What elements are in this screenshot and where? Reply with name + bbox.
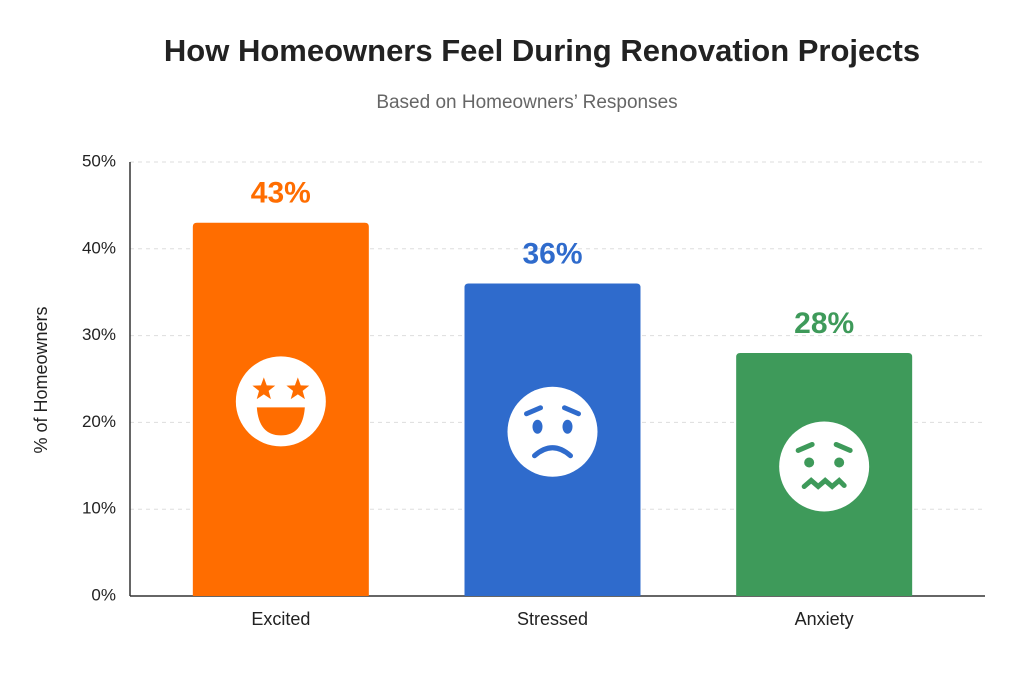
y-axis-label: % of Homeowners xyxy=(31,306,51,453)
emoji-feature xyxy=(833,441,853,453)
value-label: 36% xyxy=(522,237,582,270)
value-label: 28% xyxy=(794,307,854,340)
y-tick-label: 50% xyxy=(82,151,116,170)
emoji-feature xyxy=(524,405,543,417)
emoji-feature xyxy=(562,419,573,434)
y-tick-label: 40% xyxy=(82,238,116,257)
chart-subtitle: Based on Homeowners’ Responses xyxy=(376,92,677,113)
y-tick-label: 30% xyxy=(82,325,116,344)
emoji-icon xyxy=(235,356,326,447)
emoji-feature xyxy=(801,477,847,490)
emoji-feature xyxy=(532,419,543,434)
y-tick-label: 0% xyxy=(91,585,116,604)
emoji-feature xyxy=(252,377,276,400)
emoji-face xyxy=(507,386,598,477)
y-tick-label: 10% xyxy=(82,499,116,518)
emoji-face xyxy=(779,421,870,512)
emoji-feature xyxy=(834,457,845,468)
emoji-feature xyxy=(532,445,573,459)
x-tick-label: Excited xyxy=(251,609,310,629)
x-tick-label: Stressed xyxy=(517,609,588,629)
emoji-icon xyxy=(779,421,870,512)
emoji-icon xyxy=(507,386,598,477)
emoji-face xyxy=(235,356,326,447)
y-tick-label: 20% xyxy=(82,412,116,431)
emoji-feature xyxy=(562,405,581,417)
emoji-feature xyxy=(804,457,815,468)
emoji-feature xyxy=(286,377,310,400)
emoji-feature xyxy=(795,441,815,453)
x-tick-label: Anxiety xyxy=(795,609,854,629)
chart-title: How Homeowners Feel During Renovation Pr… xyxy=(164,33,920,68)
emoji-feature xyxy=(256,407,305,436)
value-label: 43% xyxy=(251,177,311,210)
